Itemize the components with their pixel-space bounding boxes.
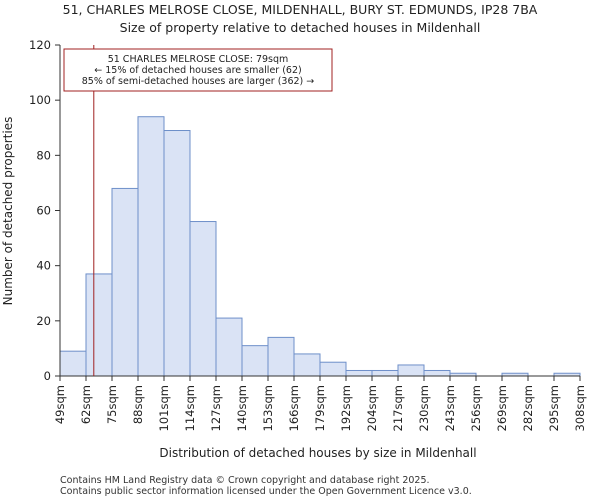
x-tick-label: 192sqm [339,385,353,431]
bar-101sqm [163,130,191,377]
bar-153sqm [267,336,295,377]
footer-line-2: Contains public sector information licen… [60,486,472,497]
bar-230sqm [423,369,451,377]
x-tick-label: 75sqm [105,385,119,424]
bar-217sqm [397,364,425,377]
x-tick-label: 101sqm [157,385,171,431]
footer-line-1: Contains HM Land Registry data © Crown c… [60,475,430,486]
annotation-border [63,48,333,92]
bar-49sqm [59,350,87,377]
bar-114sqm [189,221,217,377]
bars-group [59,116,581,377]
y-tick-label: 20 [36,314,51,328]
x-tick-label: 243sqm [443,385,457,431]
y-tick-label: 120 [29,38,51,52]
y-tick-label: 60 [36,204,51,218]
bar-192sqm [345,369,373,377]
x-tick-label: 166sqm [287,385,301,431]
x-tick-label: 49sqm [53,385,67,424]
bar-62sqm [85,273,113,377]
annotation-line-3: 85% of semi-detached houses are larger (… [82,76,315,87]
y-tick-label: 40 [36,259,51,273]
x-axis-label: Distribution of detached houses by size … [159,446,476,460]
y-ticks-group: 0 20 40 60 80 100 120 [29,38,60,383]
x-tick-label: 127sqm [209,385,223,431]
x-ticks-group: 49sqm 62sqm 75sqm 88sqm 101sqm 114sqm 127sqm 14… [53,376,587,431]
x-tick-label: 295sqm [547,385,561,431]
y-tick-label: 100 [29,93,51,107]
chart-title: 51, CHARLES MELROSE CLOSE, MILDENHALL, B… [63,2,538,17]
x-tick-label: 256sqm [469,385,483,431]
bar-166sqm [293,353,321,377]
x-tick-label: 114sqm [183,385,197,431]
chart-subtitle: Size of property relative to detached ho… [120,20,481,35]
bar-140sqm [241,345,269,377]
y-tick-label: 80 [36,148,51,162]
y-axis-label: Number of detached properties [1,117,15,306]
bar-127sqm [215,317,243,377]
x-tick-label: 179sqm [313,385,327,431]
x-tick-label: 230sqm [417,385,431,431]
x-tick-label: 153sqm [261,385,275,431]
annotation-line-1: 51 CHARLES MELROSE CLOSE: 79sqm [108,54,289,65]
x-tick-label: 308sqm [573,385,587,431]
x-tick-label: 62sqm [79,385,93,424]
x-tick-label: 140sqm [235,385,249,431]
bar-179sqm [319,361,347,377]
bar-204sqm [371,369,399,377]
x-tick-label: 269sqm [495,385,509,431]
x-tick-label: 88sqm [131,385,145,424]
x-tick-label: 217sqm [391,385,405,431]
x-tick-label: 282sqm [521,385,535,431]
y-tick-label: 0 [44,369,51,383]
annotation-box: 51 CHARLES MELROSE CLOSE: 79sqm ← 15% of… [63,48,333,92]
annotation-line-2: ← 15% of detached houses are smaller (62… [94,65,301,76]
bar-75sqm [111,187,139,377]
bar-88sqm [137,116,165,377]
x-tick-label: 204sqm [365,385,379,431]
